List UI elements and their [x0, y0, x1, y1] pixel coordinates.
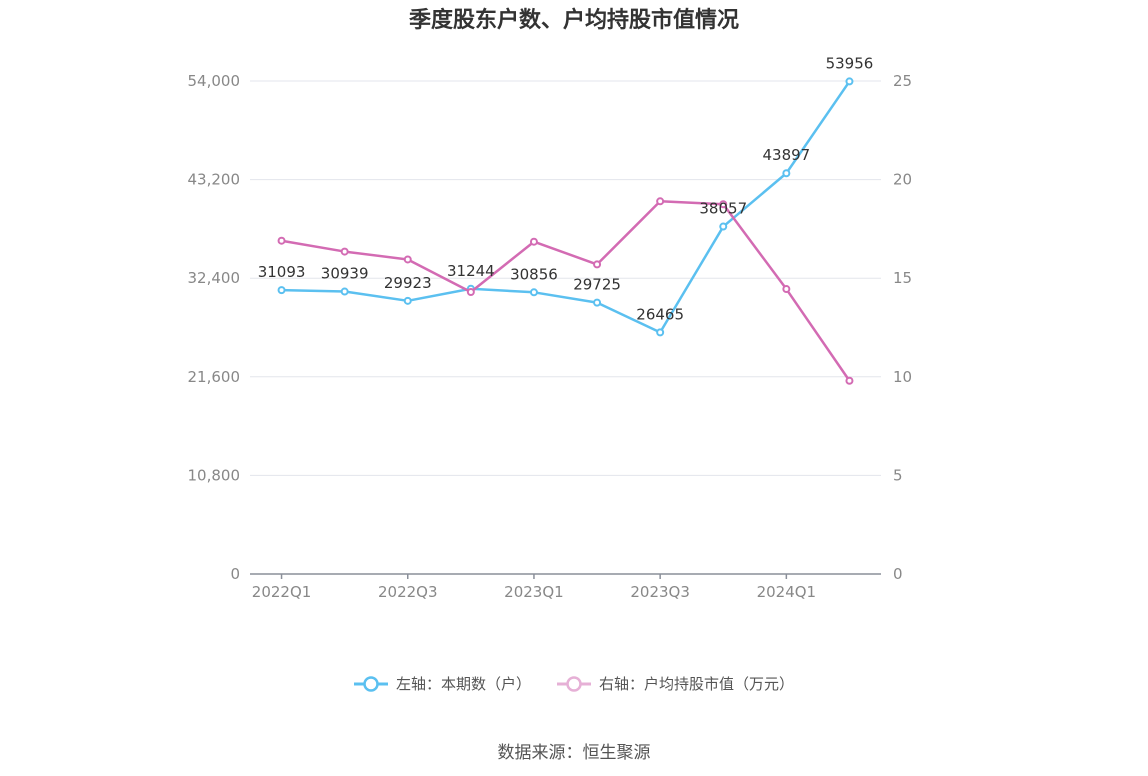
data-point-1-9: [845, 376, 854, 385]
legend-label-right: 右轴：户均持股市值（万元）: [599, 675, 795, 693]
data-label: 53956: [826, 54, 874, 72]
right-tick-label: 0: [893, 565, 903, 583]
legend-item-right[interactable]: 右轴：户均持股市值（万元）: [557, 673, 794, 694]
series-lines: [277, 77, 854, 385]
right-tick-label: 25: [893, 72, 912, 90]
data-point-1-5: [593, 260, 602, 269]
data-point-1-8: [782, 285, 791, 294]
data-label: 30856: [510, 265, 558, 283]
left-tick-label: 10,800: [188, 466, 241, 484]
data-point-0-9: [845, 77, 854, 86]
data-label: 30939: [321, 265, 369, 283]
data-point-0-2: [403, 296, 412, 305]
data-point-1-7: [719, 200, 728, 209]
right-tick-label: 10: [893, 368, 912, 386]
series-line-1: [281, 200, 851, 382]
data-label: 31244: [447, 262, 495, 280]
data-label: 29725: [573, 276, 621, 294]
series-line-0: [281, 80, 851, 334]
right-tick-label: 20: [893, 171, 912, 189]
data-point-0-5: [593, 298, 602, 307]
legend-marker-left: [353, 675, 388, 692]
data-point-1-1: [340, 247, 349, 256]
right-axis-ticks: 0 5 10 15 20 25: [893, 72, 912, 583]
x-tick-label: 2023Q1: [504, 583, 564, 601]
x-tick-label: 2023Q3: [630, 583, 690, 601]
data-point-1-6: [656, 197, 665, 206]
data-point-0-1: [340, 287, 349, 296]
x-tick-label: 2024Q1: [757, 583, 817, 601]
data-labels: 31093 30939 29923 31244 30856 29725 26465 38057…: [258, 54, 874, 323]
data-label: 26465: [636, 305, 684, 323]
right-tick-label: 15: [893, 269, 912, 287]
data-point-1-2: [403, 255, 412, 264]
chart-title: 季度股东户数、户均持股市值情况: [408, 8, 739, 33]
left-axis-ticks: 0 10,800 21,600 32,400 43,200 54,000: [188, 72, 241, 583]
legend: 左轴：本期数（户） 右轴：户均持股市值（万元）: [0, 673, 1148, 694]
left-tick-label: 54,000: [188, 72, 241, 90]
left-tick-label: 32,400: [188, 269, 241, 287]
data-point-0-4: [529, 288, 538, 297]
data-label: 38057: [699, 200, 747, 218]
data-point-1-0: [277, 236, 286, 245]
grid-lines: [250, 80, 881, 476]
data-point-1-4: [529, 237, 538, 246]
left-tick-label: 43,200: [188, 171, 241, 189]
data-label: 43897: [762, 146, 810, 164]
x-axis: 2022Q1 2022Q3 2023Q1 2023Q3 2024Q1: [250, 573, 881, 601]
legend-item-left[interactable]: 左轴：本期数（户）: [353, 673, 531, 694]
data-label: 31093: [258, 263, 306, 281]
left-tick-label: 0: [230, 565, 240, 583]
data-point-0-7: [719, 222, 728, 231]
x-tick-label: 2022Q1: [252, 583, 312, 601]
data-point-0-6: [656, 328, 665, 337]
data-point-0-8: [782, 169, 791, 178]
x-tick-label: 2022Q3: [378, 583, 438, 601]
data-point-1-3: [466, 288, 475, 297]
legend-marker-right: [557, 675, 591, 692]
data-point-0-0: [277, 286, 286, 295]
legend-label-left: 左轴：本期数（户）: [395, 675, 531, 693]
data-source: 数据来源：恒生聚源: [497, 743, 651, 763]
data-label: 29923: [384, 274, 432, 292]
left-tick-label: 21,600: [188, 368, 241, 386]
right-tick-label: 5: [893, 466, 903, 484]
